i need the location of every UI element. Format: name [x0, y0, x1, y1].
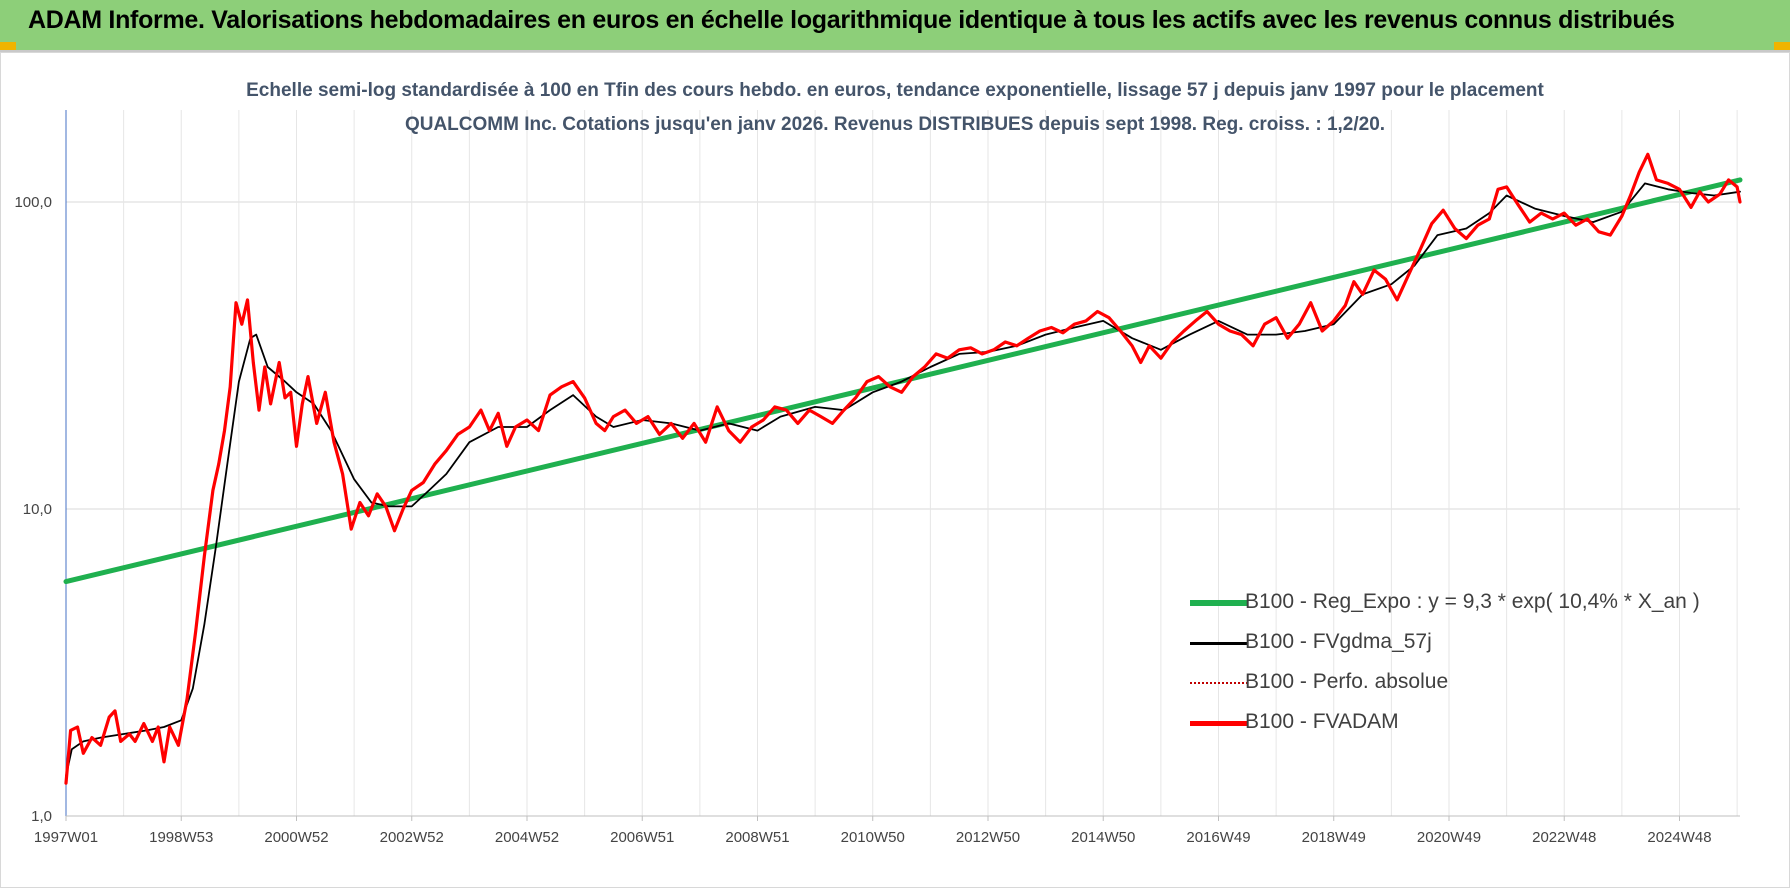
- x-tick-label: 2002W52: [380, 829, 444, 846]
- x-tick-label: 2022W48: [1532, 829, 1596, 846]
- series-line-3: [64, 152, 1742, 785]
- x-tick-label: 2020W49: [1417, 829, 1481, 846]
- legend-label: B100 - FVADAM: [1245, 710, 1399, 733]
- x-tick-label: 2016W49: [1186, 829, 1250, 846]
- report-header: ADAM Informe. Valorisations hebdomadaire…: [0, 0, 1790, 52]
- y-tick-label: 10,0: [23, 501, 52, 518]
- x-tick-label: 2012W50: [956, 829, 1020, 846]
- y-tick-label: 100,0: [14, 194, 52, 211]
- x-tick-label: 2008W51: [725, 829, 789, 846]
- legend-item: B100 - FVADAM: [1185, 703, 1745, 743]
- x-tick-label: 2024W48: [1647, 829, 1711, 846]
- x-tick-label: 1997W01: [34, 829, 98, 846]
- chart-legend: B100 - Reg_Expo : y = 9,3 * exp( 10,4% *…: [1185, 583, 1745, 743]
- legend-label: B100 - FVgdma_57j: [1245, 630, 1432, 653]
- legend-label: B100 - Reg_Expo : y = 9,3 * exp( 10,4% *…: [1245, 590, 1700, 613]
- legend-item: B100 - Perfo. absolue: [1185, 663, 1745, 703]
- x-tick-label: 2006W51: [610, 829, 674, 846]
- legend-item: B100 - FVgdma_57j: [1185, 623, 1745, 663]
- x-tick-label: 2014W50: [1071, 829, 1135, 846]
- x-tick-label: 2010W50: [841, 829, 905, 846]
- legend-swatch: [1190, 642, 1248, 645]
- corner-marker: [0, 42, 16, 50]
- legend-item: B100 - Reg_Expo : y = 9,3 * exp( 10,4% *…: [1185, 583, 1745, 623]
- series-line-1: [65, 182, 1741, 777]
- x-tick-label: 1998W53: [149, 829, 213, 846]
- legend-swatch: [1190, 721, 1248, 726]
- legend-swatch: [1190, 682, 1248, 684]
- chart-subtitle: Echelle semi-log standardisée à 100 en T…: [246, 80, 1544, 135]
- x-tick-label: 2018W49: [1302, 829, 1366, 846]
- report-title: ADAM Informe. Valorisations hebdomadaire…: [28, 6, 1675, 34]
- x-tick-label: 2004W52: [495, 829, 559, 846]
- legend-swatch: [1190, 600, 1248, 606]
- corner-marker: [1774, 42, 1790, 50]
- x-tick-label: 2000W52: [264, 829, 328, 846]
- y-tick-label: 1,0: [31, 808, 52, 825]
- legend-label: B100 - Perfo. absolue: [1245, 670, 1449, 693]
